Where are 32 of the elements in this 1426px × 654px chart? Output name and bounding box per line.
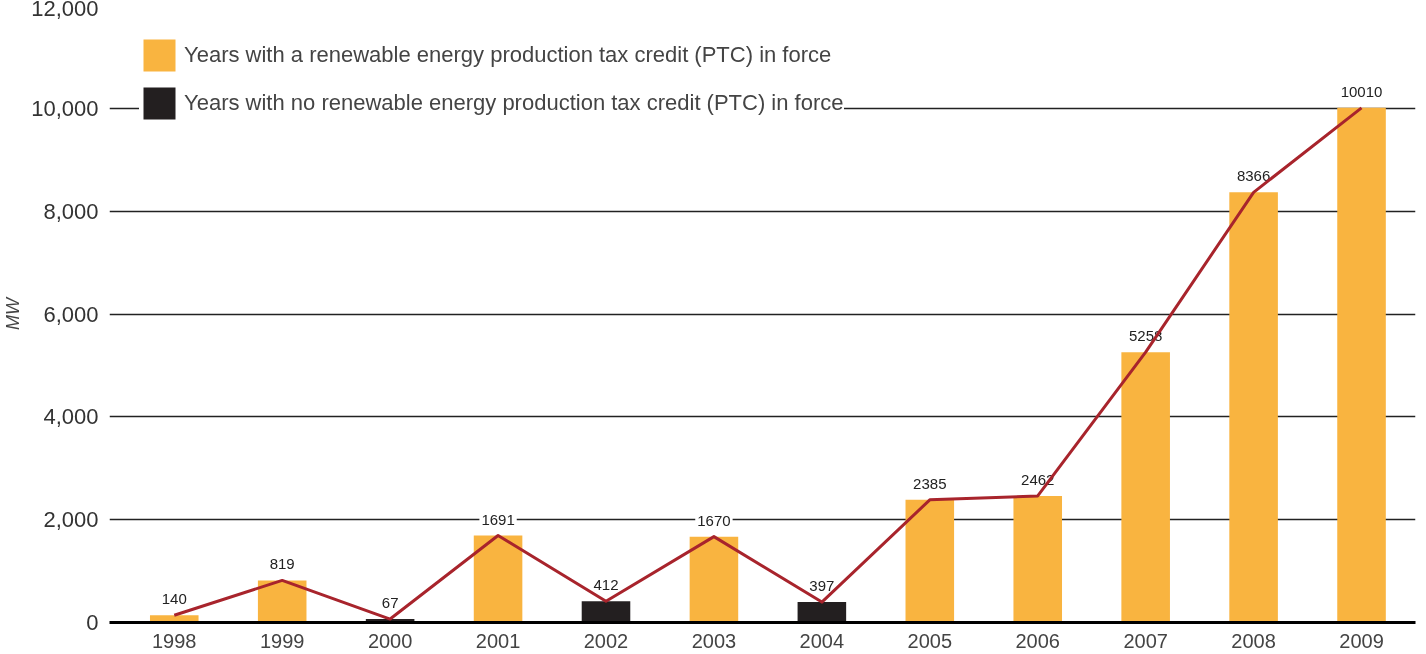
data-label: 819 (269, 555, 295, 573)
y-tick-label: 12,000 (31, 0, 99, 21)
x-tick-label: 2003 (691, 629, 737, 652)
y-tick-label: 2,000 (43, 507, 99, 533)
data-label: 67 (381, 594, 399, 612)
y-tick-label: 6,000 (43, 301, 99, 327)
x-tick-label: 2007 (1123, 629, 1168, 652)
y-tick-label: 0 (86, 610, 99, 635)
x-tick-label: 2001 (475, 629, 521, 652)
y-tick-label: 8,000 (43, 198, 99, 224)
y-tick-label: 10,000 (31, 95, 99, 121)
y-axis-title: MW (3, 296, 24, 330)
x-tick-label: 1998 (152, 629, 197, 652)
x-tick-label: 1999 (259, 629, 305, 652)
y-tick-label: 4,000 (43, 404, 99, 430)
x-tick-label: 2004 (799, 629, 845, 652)
data-label: 10010 (1340, 82, 1383, 100)
data-label: 1691 (481, 510, 515, 528)
x-tick-label: 2006 (1015, 629, 1060, 652)
x-tick-label: 2009 (1339, 629, 1384, 652)
legend-label: Years with a renewable energy production tax credit (PTC) in force (184, 42, 832, 68)
data-label: 1670 (697, 511, 731, 529)
data-label: 8366 (1236, 167, 1271, 185)
x-tick-label: 2002 (583, 629, 629, 652)
x-tick-label: 2000 (367, 629, 413, 652)
x-tick-label: 2005 (907, 629, 953, 652)
data-label: 397 (809, 577, 835, 595)
data-label: 412 (593, 576, 619, 594)
legend-label: Years with no renewable energy production tax credit (PTC) in force (184, 90, 844, 116)
data-label: 140 (161, 590, 187, 608)
data-label: 2385 (913, 474, 947, 492)
x-tick-label: 2008 (1231, 629, 1276, 652)
